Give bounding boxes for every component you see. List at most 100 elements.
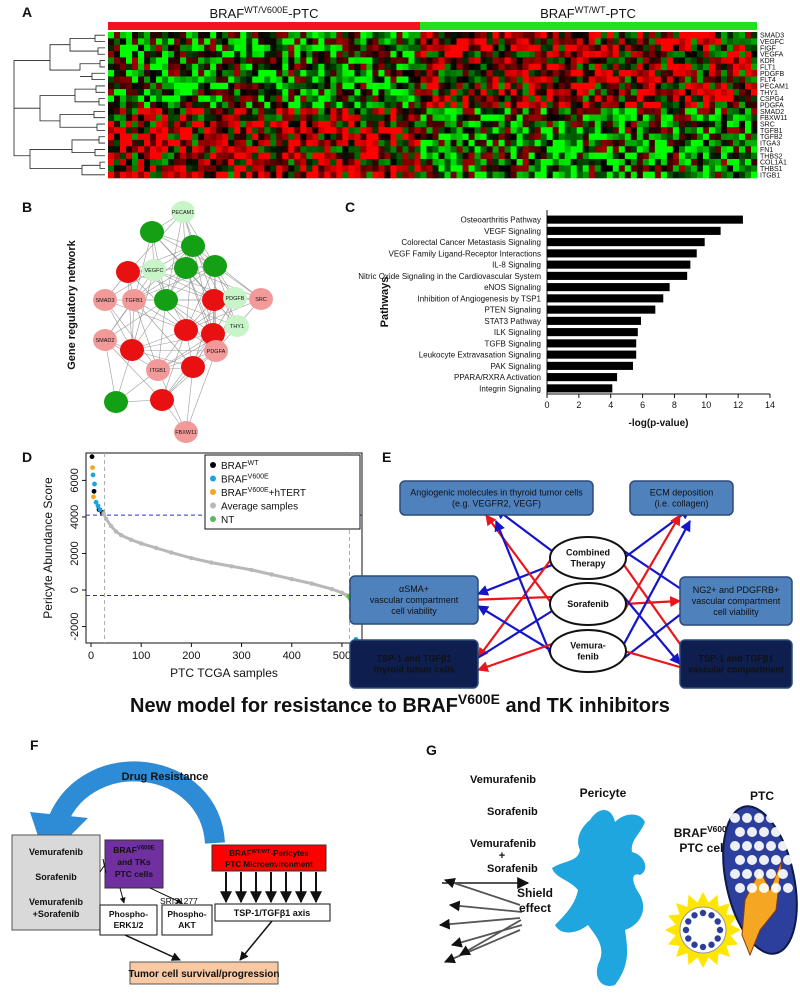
heatmap-cell: [390, 101, 397, 109]
heatmap-cell: [216, 101, 223, 109]
heatmap-cell: [672, 114, 680, 122]
heatmap-cell: [528, 76, 535, 84]
heatmap-cell: [498, 57, 505, 65]
heatmap-cell: [726, 146, 734, 153]
heatmap-cell: [474, 32, 481, 39]
heatmap-cell: [318, 120, 325, 128]
heatmap-cell: [108, 63, 115, 71]
heatmap-cell: [672, 44, 680, 52]
heatmap-cell: [324, 165, 331, 172]
heatmap-cell: [336, 120, 343, 128]
data-point: [101, 511, 106, 516]
deflected-arrow: [459, 919, 522, 956]
follicle: [778, 813, 788, 823]
heatmap-cell: [246, 108, 253, 115]
heatmap-cell: [408, 82, 415, 90]
heatmap-cell: [510, 51, 517, 58]
heatmap-cell: [132, 108, 139, 115]
heatmap-cell: [318, 133, 325, 141]
heatmap-cell: [648, 133, 656, 141]
heatmap-cell: [336, 158, 343, 166]
heatmap-cell: [498, 95, 505, 103]
heatmap-cell: [546, 32, 553, 39]
heatmap-cell: [462, 139, 469, 147]
heatmap-cell: [132, 152, 139, 160]
heatmap-cell: [348, 114, 355, 122]
heatmap-cell: [258, 89, 265, 96]
heatmap-cell: [330, 171, 337, 179]
category-label: VEGF Signaling: [484, 227, 541, 236]
heatmap-cell: [438, 146, 445, 153]
heatmap-cell: [666, 146, 674, 153]
heatmap-cell: [180, 152, 187, 160]
heatmap-cell: [714, 146, 722, 153]
follicle: [742, 841, 752, 851]
panel-label: A: [22, 4, 32, 20]
heatmap-cell: [648, 38, 656, 45]
heatmap-cell: [156, 89, 163, 96]
heatmap-cell: [120, 63, 127, 71]
heatmap-cell: [210, 101, 217, 109]
heatmap-cell: [462, 51, 469, 58]
heatmap-cell: [564, 89, 572, 96]
heatmap-cell: [564, 114, 572, 122]
data-point: [103, 516, 109, 521]
heatmap-cell: [510, 108, 517, 115]
heatmap-cell: [150, 38, 157, 45]
heatmap-cell: [228, 63, 235, 71]
heatmap-cell: [606, 57, 614, 65]
heatmap-cell: [672, 70, 680, 77]
heatmap-cell: [552, 89, 559, 96]
heatmap-cell: [180, 38, 187, 45]
heatmap-cell: [654, 82, 662, 90]
heatmap-cell: [732, 165, 740, 172]
heatmap-cell: [558, 133, 565, 141]
heatmap-cell: [342, 38, 349, 45]
heatmap-cell: [630, 89, 638, 96]
heatmap-cell: [738, 165, 746, 172]
heatmap-cell: [474, 108, 481, 115]
heatmap-cell: [420, 158, 427, 166]
heatmap-cell: [246, 38, 253, 45]
heatmap-cell: [258, 38, 265, 45]
heatmap-cell: [504, 133, 511, 141]
heatmap-cell: [204, 171, 211, 179]
heatmap-cell: [744, 57, 752, 65]
heatmap-cell: [666, 133, 674, 141]
heatmap-cell: [558, 114, 565, 122]
network-node: [174, 319, 198, 341]
heatmap-cell: [510, 82, 517, 90]
heatmap-cell: [324, 146, 331, 153]
heatmap-cell: [540, 152, 547, 160]
heatmap-cell: [348, 44, 355, 52]
heatmap-cell: [426, 44, 433, 52]
heatmap-cell: [498, 108, 505, 115]
heatmap-cell: [198, 70, 205, 77]
heatmap-cell: [396, 44, 403, 52]
heatmap-cell: [354, 76, 361, 84]
heatmap-cell: [654, 32, 662, 39]
heatmap-cell: [186, 133, 193, 141]
heatmap-cell: [564, 82, 572, 90]
heatmap-cell: [312, 171, 319, 179]
heatmap-cell: [642, 57, 650, 65]
heatmap-cell: [498, 32, 505, 39]
heatmap-cell: [126, 76, 133, 84]
heatmap-cell: [468, 171, 475, 179]
heatmap-cell: [468, 70, 475, 77]
heatmap-cell: [474, 57, 481, 65]
heatmap-cell: [150, 158, 157, 166]
heatmap-cell: [330, 82, 337, 90]
heatmap-cell: [210, 63, 217, 71]
heatmap-cell: [504, 171, 511, 179]
heatmap-cell: [222, 120, 229, 128]
heatmap-cell: [312, 51, 319, 58]
heatmap-cell: [294, 95, 301, 103]
heatmap-cell: [570, 51, 578, 58]
heatmap-cell: [534, 32, 541, 39]
heatmap-cell: [522, 57, 529, 65]
heatmap-cell: [204, 158, 211, 166]
heatmap-cell: [678, 32, 686, 39]
panel-label: F: [30, 737, 39, 753]
heatmap-cell: [252, 76, 259, 84]
